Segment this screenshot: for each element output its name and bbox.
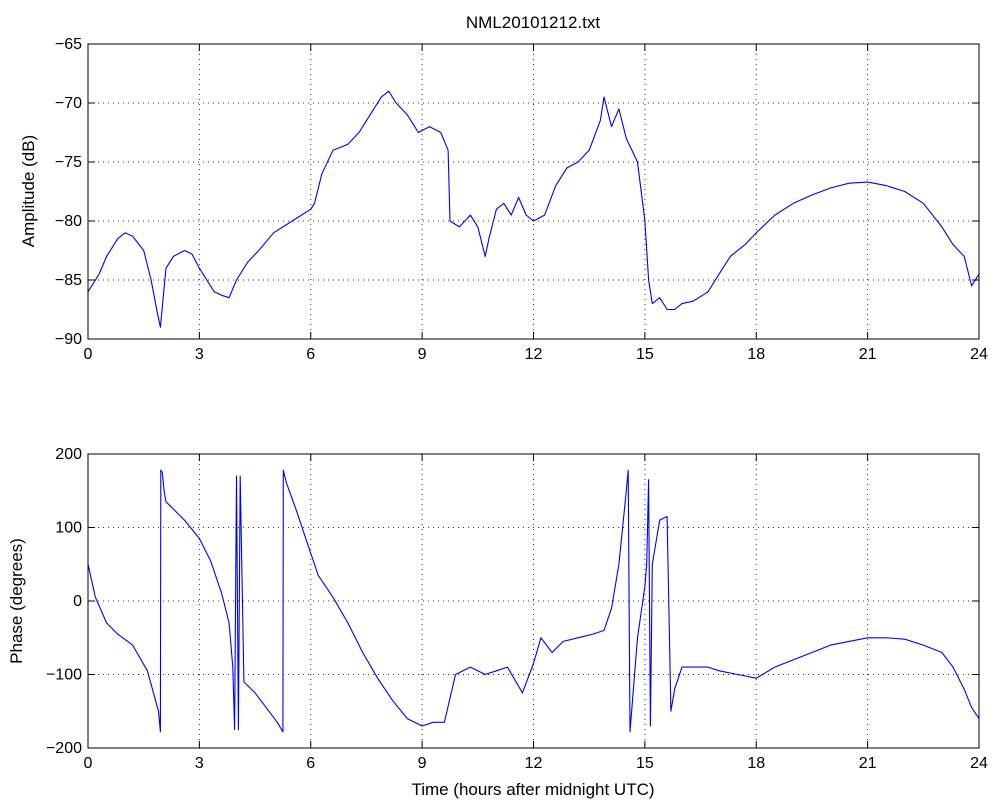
phase-y-tick-label: −200 — [46, 740, 82, 757]
phase-x-tick-label: 15 — [636, 755, 654, 772]
phase-grid — [88, 454, 979, 748]
amplitude-y-tick-label: −65 — [55, 36, 82, 53]
phase-x-axis-label: Time (hours after midnight UTC) — [411, 780, 654, 799]
amplitude-x-tick-label: 3 — [195, 346, 204, 363]
phase-x-tick-label: 6 — [306, 755, 315, 772]
phase-x-tick-label: 9 — [418, 755, 427, 772]
phase-panel: 0 3 6 9 12 15 18 21 24 −200 −100 0 100 200 Phase (deg… — [7, 446, 988, 799]
amplitude-x-tick-label: 18 — [747, 346, 765, 363]
amplitude-panel: NML20101212.txt 0 3 6 9 12 15 18 21 24 −90 −85 −80 −… — [19, 13, 988, 363]
phase-x-tick-label: 18 — [747, 755, 765, 772]
phase-y-axis-label: Phase (degrees) — [7, 538, 26, 664]
amplitude-x-tick-label: 9 — [418, 346, 427, 363]
amplitude-ticks: 0 3 6 9 12 15 18 21 24 −90 −85 −80 −75 −70 −65 — [55, 36, 988, 363]
amplitude-x-tick-label: 12 — [525, 346, 543, 363]
amplitude-y-tick-label: −80 — [55, 213, 82, 230]
phase-y-tick-label: 200 — [55, 446, 82, 463]
amplitude-y-tick-label: −70 — [55, 95, 82, 112]
phase-x-tick-label: 12 — [525, 755, 543, 772]
phase-x-tick-label: 0 — [84, 755, 93, 772]
amplitude-series-line — [87, 90, 980, 328]
amplitude-y-axis-label: Amplitude (dB) — [19, 135, 38, 247]
amplitude-y-tick-label: −85 — [55, 272, 82, 289]
amplitude-x-tick-label: 21 — [859, 346, 877, 363]
amplitude-x-tick-label: 24 — [970, 346, 988, 363]
amplitude-x-tick-label: 6 — [306, 346, 315, 363]
phase-y-tick-label: 0 — [73, 593, 82, 610]
phase-y-tick-label: 100 — [55, 520, 82, 537]
amplitude-y-tick-label: −75 — [55, 154, 82, 171]
phase-x-tick-label: 24 — [970, 755, 988, 772]
phase-x-tick-label: 3 — [195, 755, 204, 772]
amplitude-x-tick-label: 15 — [636, 346, 654, 363]
chart-title: NML20101212.txt — [466, 13, 600, 32]
phase-series-line — [87, 469, 980, 733]
phase-x-tick-label: 21 — [859, 755, 877, 772]
phase-ticks: 0 3 6 9 12 15 18 21 24 −200 −100 0 100 200 — [46, 446, 988, 772]
amplitude-x-tick-label: 0 — [84, 346, 93, 363]
phase-y-tick-label: −100 — [46, 667, 82, 684]
amplitude-y-tick-label: −90 — [55, 331, 82, 348]
